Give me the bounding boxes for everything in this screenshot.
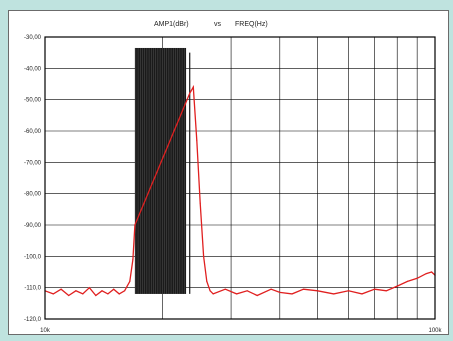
series-red-point xyxy=(196,139,198,141)
series-red-point xyxy=(118,293,120,295)
series-red-point xyxy=(206,280,208,282)
chart-panel: AMP1(dBr) vs FREQ(Hz) -30,00 -40,00 -50,00… xyxy=(8,10,449,335)
series-red-point xyxy=(134,224,136,226)
series-red-point xyxy=(347,290,350,292)
series-red-point xyxy=(113,288,115,290)
series-group xyxy=(44,47,436,297)
grid xyxy=(45,36,435,320)
x-tick-label: 100k xyxy=(428,328,442,334)
x-tick-label: 10k xyxy=(40,328,51,334)
y-tick-label: -90,00 xyxy=(24,223,42,229)
series-red-point xyxy=(68,294,70,297)
chart-title-vs: vs xyxy=(214,21,222,28)
y-tick-label: -60,00 xyxy=(24,129,42,135)
chart-title-right: FREQ(Hz) xyxy=(235,21,268,28)
series-red-point xyxy=(333,293,335,295)
series-red-point xyxy=(224,288,226,290)
series-red-point xyxy=(75,290,77,292)
series-red-point xyxy=(425,272,427,275)
y-tick-label: -70,00 xyxy=(24,160,42,166)
series-red-point xyxy=(209,290,211,292)
series-red-point xyxy=(270,288,272,290)
series-black-band xyxy=(134,47,187,294)
series-red-point xyxy=(385,290,387,292)
series-red-point xyxy=(256,294,258,297)
series-red-point xyxy=(60,288,62,290)
chart: AMP1(dBr) vs FREQ(Hz) -30,00 -40,00 -50,00… xyxy=(24,21,443,334)
y-tick-label: -40,00 xyxy=(24,66,42,72)
series-red-point xyxy=(246,290,248,292)
series-red-point xyxy=(192,86,194,88)
series-red-point xyxy=(189,92,191,94)
series-red-point xyxy=(361,293,363,295)
series-red-point xyxy=(199,202,201,204)
series-red-point xyxy=(316,290,319,292)
chart-title-left: AMP1(dBr) xyxy=(154,21,189,28)
series-red-point xyxy=(124,290,126,292)
y-tick-label: -30,00 xyxy=(24,35,42,41)
plot-border xyxy=(44,36,436,320)
series-red-point xyxy=(291,293,293,295)
series-red-point xyxy=(302,288,305,290)
series-red-point xyxy=(129,280,131,282)
series-red-point xyxy=(416,277,418,279)
y-tick-label: -50,00 xyxy=(24,98,42,104)
y-tick-label: -100,0 xyxy=(24,254,42,260)
series-red-point xyxy=(101,290,103,292)
series-red-point xyxy=(236,293,238,295)
series-red-point xyxy=(202,255,205,257)
y-tick-label: -80,00 xyxy=(24,192,42,198)
series-red-point xyxy=(95,294,97,297)
series-red-point xyxy=(212,293,214,295)
series-red-point xyxy=(52,293,54,295)
series-red-point xyxy=(396,285,398,287)
series-red-point xyxy=(132,258,134,261)
series-red-point xyxy=(430,271,433,273)
x-axis: 10k 100k xyxy=(40,328,442,334)
series-red-point xyxy=(279,291,281,293)
series-red-point xyxy=(88,287,91,289)
y-axis: -30,00 -40,00 -50,00 -60,00 -70,00 -80,00 -90,… xyxy=(24,35,42,323)
series-red-point xyxy=(373,288,376,290)
series-red-point xyxy=(107,293,109,295)
series-red-point xyxy=(406,280,409,282)
series-red-point xyxy=(82,293,84,295)
y-tick-label: -120,0 xyxy=(24,317,42,323)
series-red-trace xyxy=(44,84,436,297)
y-tick-label: -110,0 xyxy=(24,286,41,292)
